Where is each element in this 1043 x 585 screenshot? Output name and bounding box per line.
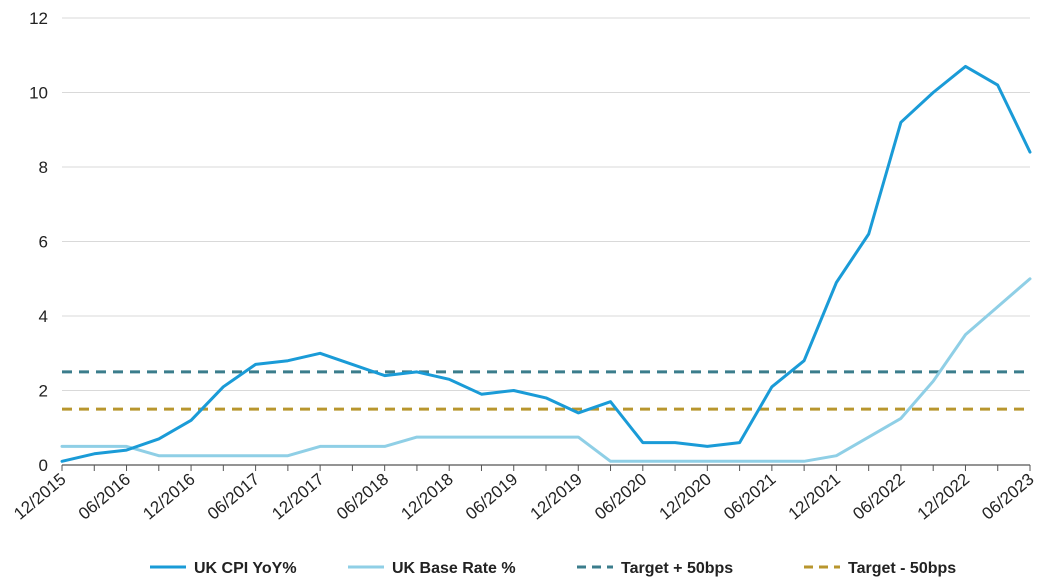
x-tick-label: 12/2017 xyxy=(268,470,327,524)
x-tick-label: 06/2022 xyxy=(849,470,908,524)
x-tick-label: 06/2016 xyxy=(75,470,134,524)
y-tick-label: 0 xyxy=(39,456,48,475)
y-tick-label: 4 xyxy=(39,307,48,326)
legend-item: UK Base Rate % xyxy=(348,560,516,577)
legend-item: Target - 50bps xyxy=(804,560,956,577)
legend-label: Target + 50bps xyxy=(621,560,733,577)
x-tick-label: 12/2016 xyxy=(139,470,198,524)
legend: UK CPI YoY% UK Base Rate % Target + 50bps T… xyxy=(150,560,956,577)
x-tick-label: 06/2020 xyxy=(591,470,650,524)
y-axis-tick-labels: 0 2 4 6 8 10 12 xyxy=(29,9,48,475)
legend-item: UK CPI YoY% xyxy=(150,560,297,577)
x-tick-label: 12/2015 xyxy=(10,470,69,524)
y-tick-label: 6 xyxy=(39,233,48,252)
x-tick-label: 06/2017 xyxy=(204,470,263,524)
series-line-uk-cpi-yoy xyxy=(60,64,1032,463)
series-line-uk-base-rate xyxy=(60,277,1032,463)
legend-label: Target - 50bps xyxy=(848,560,956,577)
x-tick-label: 06/2018 xyxy=(333,470,392,524)
x-tick-label: 06/2023 xyxy=(978,470,1037,524)
x-tick-label: 12/2020 xyxy=(656,470,715,524)
y-tick-label: 12 xyxy=(29,9,48,28)
legend-label: UK CPI YoY% xyxy=(194,560,297,577)
x-tick-label: 06/2021 xyxy=(720,470,779,524)
y-tick-label: 2 xyxy=(39,382,48,401)
x-tick-label: 06/2019 xyxy=(462,470,521,524)
x-axis-tick-labels: 12/2015 06/2016 12/2016 06/2017 12/2017 06/20… xyxy=(10,465,1038,524)
legend-label: UK Base Rate % xyxy=(392,560,516,577)
x-tick-label: 12/2021 xyxy=(785,470,844,524)
x-tick-label: 12/2018 xyxy=(397,470,456,524)
legend-item: Target + 50bps xyxy=(577,560,733,577)
x-tick-label: 12/2022 xyxy=(914,470,973,524)
y-tick-label: 8 xyxy=(39,158,48,177)
x-tick-label: 12/2019 xyxy=(527,470,586,524)
series-lines xyxy=(60,64,1032,463)
y-tick-label: 10 xyxy=(29,84,48,103)
